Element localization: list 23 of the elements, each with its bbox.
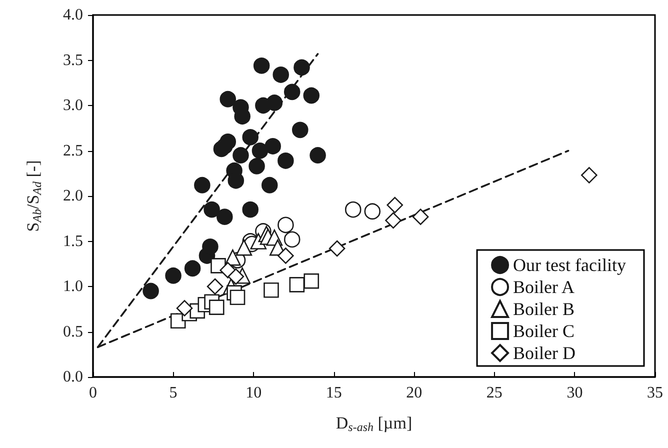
y-tick-label: 3.5 bbox=[63, 52, 83, 69]
y-axis-title: SAb/SAd [-] bbox=[24, 160, 44, 232]
y-tick-label: 2.0 bbox=[63, 188, 83, 204]
x-tick-label: 35 bbox=[647, 384, 663, 402]
x-tick-label: 20 bbox=[406, 384, 422, 402]
y-tick-label: 1.0 bbox=[63, 278, 83, 295]
x-tick-label: 5 bbox=[169, 384, 178, 402]
legend-label: Our test facility bbox=[513, 255, 626, 275]
x-tick-label: 10 bbox=[246, 384, 262, 402]
x-tick-label: 0 bbox=[89, 384, 97, 402]
legend-label: Boiler D bbox=[513, 343, 576, 363]
y-tick-label: 0.0 bbox=[63, 368, 83, 386]
x-tick-label: 25 bbox=[486, 384, 502, 402]
y-tick-label: 4.0 bbox=[63, 6, 83, 24]
x-tick-label: 15 bbox=[326, 384, 342, 402]
x-tick-label: 30 bbox=[566, 384, 583, 402]
legend-label: Boiler C bbox=[513, 321, 575, 341]
y-tick-label: 0.5 bbox=[63, 323, 83, 340]
y-tick-label: 2.5 bbox=[63, 142, 83, 160]
legend-label: Boiler A bbox=[513, 277, 575, 297]
y-tick-label: 1.5 bbox=[63, 232, 83, 250]
y-tick-label: 3.0 bbox=[63, 97, 83, 114]
legend-label: Boiler B bbox=[513, 299, 575, 319]
